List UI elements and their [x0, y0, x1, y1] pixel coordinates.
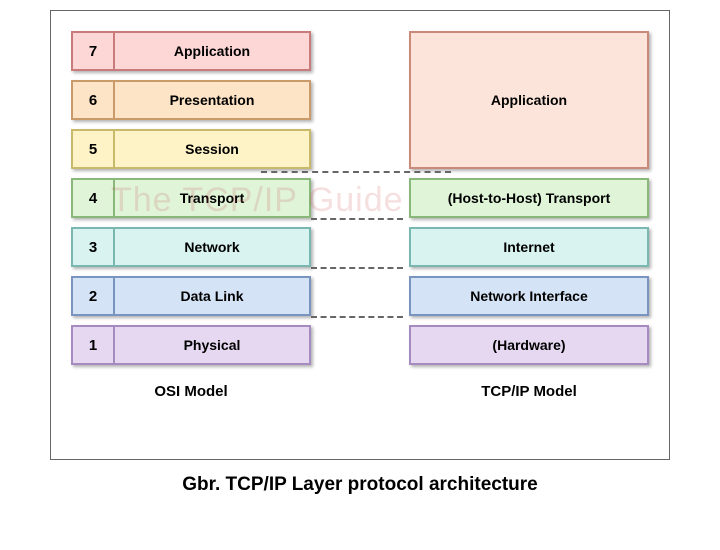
osi-layer-number: 5 — [73, 131, 115, 167]
osi-layer-label: Application — [115, 33, 309, 69]
osi-layer-number: 2 — [73, 278, 115, 314]
osi-model-label: OSI Model — [71, 383, 311, 400]
osi-layer-label: Physical — [115, 327, 309, 363]
osi-layer-label: Data Link — [115, 278, 309, 314]
tcpip-layer-2: Internet — [409, 227, 649, 267]
osi-layer-number: 1 — [73, 327, 115, 363]
osi-layer-6: 6Presentation — [71, 80, 311, 120]
model-labels-row: OSI Model TCP/IP Model — [71, 365, 649, 400]
dash-connector-1 — [311, 218, 403, 220]
osi-layer-number: 7 — [73, 33, 115, 69]
osi-layer-label: Presentation — [115, 82, 309, 118]
osi-layer-number: 6 — [73, 82, 115, 118]
tcpip-layer-3: Network Interface — [409, 276, 649, 316]
tcpip-layer-4: (Hardware) — [409, 325, 649, 365]
osi-layer-3: 3Network — [71, 227, 311, 267]
osi-layer-7: 7Application — [71, 31, 311, 71]
osi-layer-1: 1Physical — [71, 325, 311, 365]
tcpip-layer-1: (Host-to-Host) Transport — [409, 178, 649, 218]
tcpip-column: Application (Host-to-Host) Transport Inter… — [409, 31, 649, 365]
osi-layer-label: Session — [115, 131, 309, 167]
tcpip-layer-0: Application — [409, 31, 649, 169]
osi-layer-label: Network — [115, 229, 309, 265]
osi-layer-2: 2Data Link — [71, 276, 311, 316]
dash-connector-2 — [311, 267, 403, 269]
figure-caption: Gbr. TCP/IP Layer protocol architecture — [0, 474, 720, 496]
watermark-text: The TCP/IP Guide — [111, 181, 404, 220]
tcpip-model-label: TCP/IP Model — [409, 383, 649, 400]
osi-layer-5: 5Session — [71, 129, 311, 169]
dash-connector-3 — [311, 316, 403, 318]
osi-layer-number: 3 — [73, 229, 115, 265]
diagram-frame: The TCP/IP Guide 7Application6Presentati… — [50, 10, 670, 460]
osi-layer-number: 4 — [73, 180, 115, 216]
dash-connector-0 — [261, 171, 451, 173]
